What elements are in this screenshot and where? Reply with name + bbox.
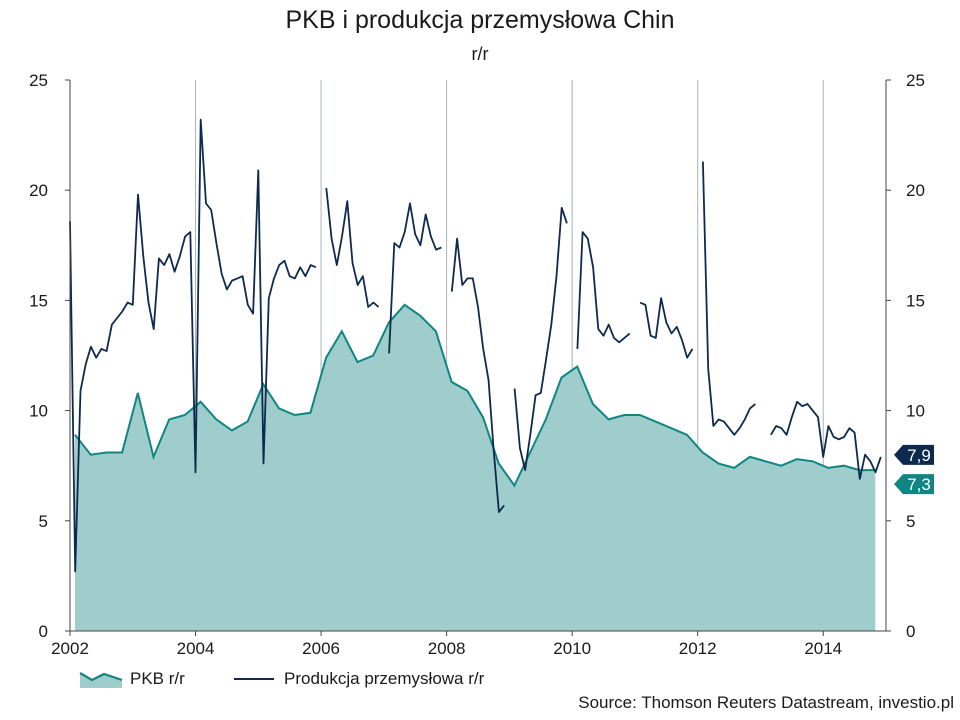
axis-layer: 0 0 5 5 10 10 15 15 20 20 25 25 2002 2004 2006 2008 2010… [29, 71, 925, 658]
y-tick-label-right: 10 [906, 402, 925, 421]
legend-item-gdp: PKB r/r [78, 669, 185, 689]
line-layer [69, 118, 882, 573]
y-tick-label-left: 5 [39, 512, 48, 531]
chart-subtitle: r/r [471, 44, 489, 64]
industrial-segment-0 [69, 118, 317, 573]
y-tick-label-right: 5 [906, 512, 915, 531]
gdp-line [74, 303, 876, 488]
x-tick-label: 2008 [428, 639, 466, 658]
end-label-industrial: 7,9 [894, 444, 934, 465]
y-tick-label-right: 20 [906, 181, 925, 200]
industrial-segment-3 [450, 237, 505, 513]
industrial-segment-7 [702, 161, 756, 436]
y-tick-label-left: 25 [29, 71, 48, 90]
legend-label-gdp: PKB r/r [130, 669, 185, 688]
x-tick-label: 2012 [679, 639, 717, 658]
end-label-flag [894, 474, 934, 495]
area-layer [74, 303, 876, 631]
x-tick-label: 2010 [553, 639, 591, 658]
y-tick-label-left: 10 [29, 402, 48, 421]
source-note: Source: Thomson Reuters Datastream, inve… [578, 693, 954, 712]
y-tick-label-right: 25 [906, 71, 925, 90]
legend-swatch-gdp [79, 672, 123, 688]
industrial-segment-2 [388, 202, 442, 354]
end-label-flag [894, 444, 934, 465]
y-tick-label-left: 0 [39, 622, 48, 641]
y-tick-label-left: 20 [29, 181, 48, 200]
industrial-segment-1 [325, 187, 380, 308]
industrial-segment-4 [513, 206, 568, 472]
y-tick-label-right: 15 [906, 291, 925, 310]
label-layer: 7,3 7,9 [894, 444, 934, 495]
chart-title: PKB i produkcja przemysłowa Chin [285, 6, 675, 34]
industrial-segment-8 [770, 400, 882, 480]
x-tick-label: 2004 [177, 639, 215, 658]
legend-swatch-industrial [234, 678, 274, 680]
legend-label-industrial: Produkcja przemysłowa r/r [284, 669, 485, 688]
y-tick-label-right: 0 [906, 622, 915, 641]
end-label-text: 7,3 [907, 475, 931, 494]
legend-item-industrial: Produkcja przemysłowa r/r [232, 669, 484, 689]
industrial-segment-6 [639, 297, 694, 359]
x-tick-label: 2006 [302, 639, 340, 658]
end-label-text: 7,9 [907, 446, 931, 465]
x-tick-label: 2014 [804, 639, 842, 658]
industrial-segment-5 [576, 231, 631, 349]
gdp-area [75, 304, 876, 631]
y-tick-label-left: 15 [29, 291, 48, 310]
x-tick-label: 2002 [51, 639, 89, 658]
end-label-gdp: 7,3 [894, 474, 934, 495]
